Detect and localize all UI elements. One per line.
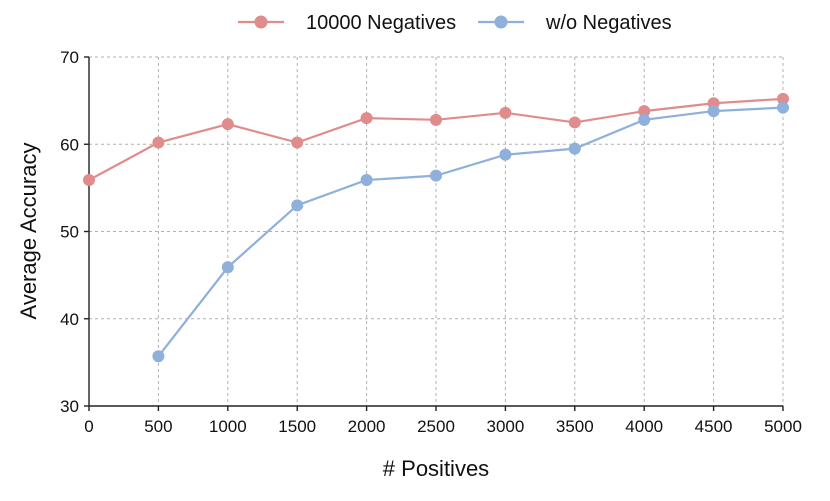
series-line xyxy=(157,106,784,357)
data-point xyxy=(291,199,304,212)
series-2 xyxy=(152,101,789,363)
y-tick-label: 60 xyxy=(60,135,79,154)
data-point xyxy=(638,105,651,118)
data-point xyxy=(360,112,373,125)
data-point xyxy=(430,169,442,182)
data-point xyxy=(638,113,651,126)
data-point xyxy=(152,350,165,363)
x-tick-label: 1500 xyxy=(278,417,316,436)
data-point xyxy=(221,118,234,131)
y-tick-label: 40 xyxy=(60,310,79,329)
x-axis-title: # Positives xyxy=(383,456,489,481)
data-point xyxy=(568,116,581,129)
y-tick-label: 30 xyxy=(60,397,79,416)
data-point xyxy=(499,148,512,161)
y-axis-title: Average Accuracy xyxy=(16,143,41,320)
x-tick-label: 500 xyxy=(144,417,172,436)
x-tick-label: 2000 xyxy=(348,417,386,436)
legend-item: 10000 Negatives xyxy=(238,12,456,34)
data-point xyxy=(291,136,304,149)
data-point xyxy=(221,261,234,274)
data-point xyxy=(152,136,165,149)
series-group xyxy=(83,92,789,363)
legend-item: w/o Negatives xyxy=(478,12,672,34)
x-tick-label: 2500 xyxy=(417,417,455,436)
x-tick-label: 3000 xyxy=(486,417,524,436)
x-tick-label: 5000 xyxy=(764,417,802,436)
y-tick-label: 70 xyxy=(60,48,79,67)
y-tick-labels: 30 40 50 60 70 xyxy=(60,48,79,416)
data-point xyxy=(707,105,720,118)
data-point xyxy=(568,142,581,155)
legend: 10000 Negatives w/o Negatives xyxy=(238,12,672,34)
legend-label: 10000 Negatives xyxy=(306,12,456,34)
x-tick-label: 0 xyxy=(84,417,93,436)
data-point xyxy=(777,101,789,114)
axes xyxy=(84,56,784,411)
data-point xyxy=(430,113,442,126)
grid xyxy=(89,56,784,406)
y-tick-label: 50 xyxy=(60,223,79,242)
legend-swatch-marker xyxy=(254,15,268,29)
x-tick-label: 1000 xyxy=(209,417,247,436)
data-point xyxy=(360,174,373,187)
legend-label: w/o Negatives xyxy=(545,12,672,34)
x-tick-label: 3500 xyxy=(556,417,594,436)
data-point xyxy=(83,174,95,187)
data-point xyxy=(777,92,789,105)
x-tick-label: 4500 xyxy=(695,417,733,436)
data-point xyxy=(499,106,512,119)
x-tick-labels: 0 500 1000 1500 2000 2500 3000 3500 4000 4500 5000 xyxy=(84,417,802,436)
legend-swatch-marker xyxy=(494,15,508,29)
x-tick-label: 4000 xyxy=(625,417,663,436)
